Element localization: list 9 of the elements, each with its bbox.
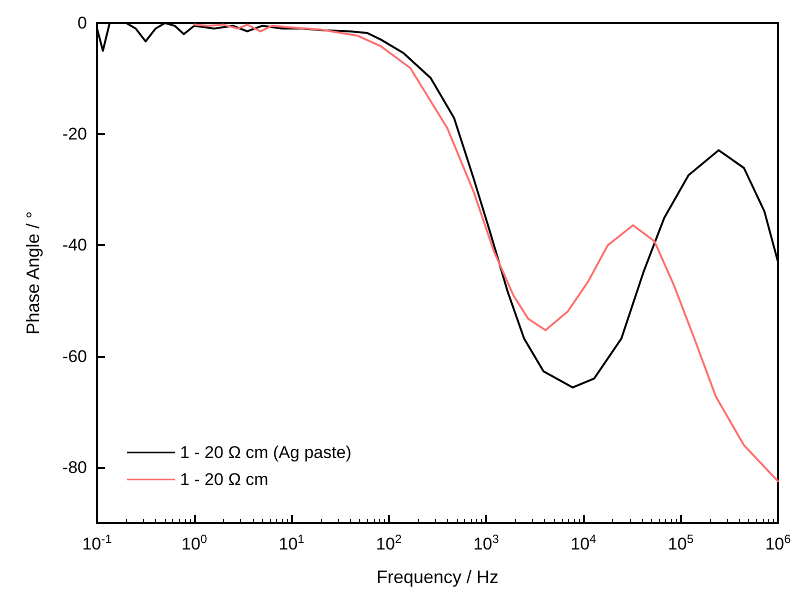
y-axis-title: Phase Angle / ° <box>23 211 43 335</box>
y-tick-label: -20 <box>62 124 87 144</box>
y-tick-label: 0 <box>78 14 87 32</box>
y-tick-label: -60 <box>62 346 87 366</box>
legend-label: 1 - 20 Ω cm (Ag paste) <box>180 443 352 462</box>
y-tick-label: -80 <box>62 458 87 477</box>
legend-label: 1 - 20 Ω cm <box>180 470 268 489</box>
y-tick-label: -40 <box>62 236 87 255</box>
x-axis-title: Frequency / Hz <box>376 567 499 587</box>
